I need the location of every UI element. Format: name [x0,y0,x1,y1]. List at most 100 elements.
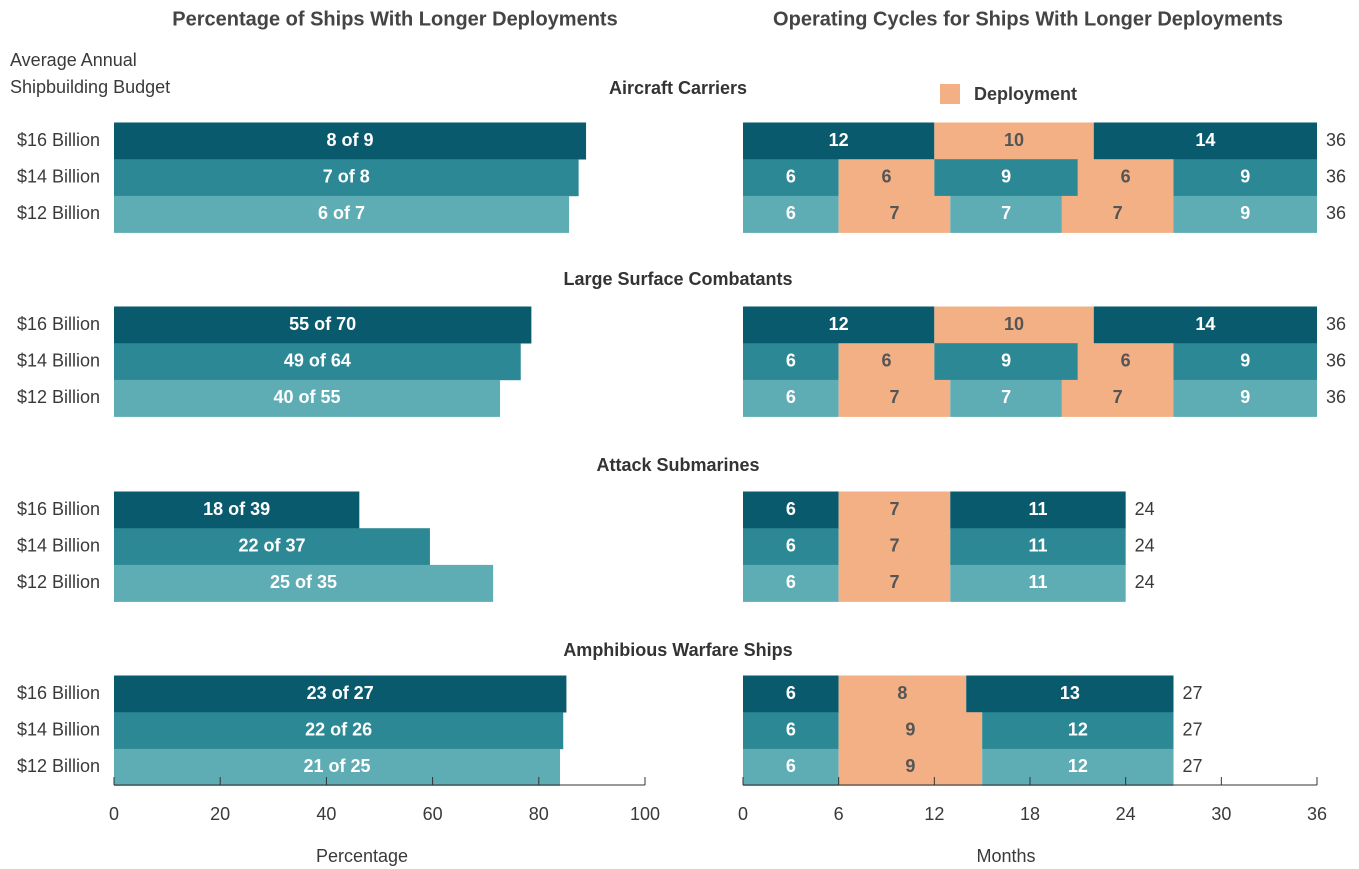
segment-label: 9 [1240,166,1250,186]
segment-label: 6 [786,350,796,370]
total-label: 24 [1135,572,1155,592]
y-tick-label: $16 Billion [17,683,100,703]
y-axis-label: Shipbuilding Budget [10,77,170,97]
x-tick-label: 60 [423,804,443,824]
segment-label: 6 [881,166,891,186]
segment [838,343,935,381]
segment-label: 8 [897,683,907,703]
segment-label: 7 [889,387,899,407]
group-title: Aircraft Carriers [609,78,747,98]
x-tick-label: 24 [1116,804,1136,824]
segment [1173,159,1317,197]
segment-label: 7 [889,499,899,519]
total-label: 27 [1183,719,1203,739]
segment [838,159,935,197]
segment [743,195,839,233]
value-label: 22 of 37 [238,535,305,555]
value-label: 23 of 27 [307,683,374,703]
y-tick-label: $12 Billion [17,756,100,776]
x-tick-label: 0 [109,804,119,824]
group-title: Large Surface Combatants [563,269,792,289]
segment [934,306,1094,344]
bar [114,675,567,713]
segment [743,159,839,197]
x-tick-label: 6 [834,804,844,824]
total-label: 36 [1326,314,1346,334]
total-label: 24 [1135,535,1155,555]
total-label: 27 [1183,683,1203,703]
segment [1173,195,1317,233]
segment-label: 6 [786,387,796,407]
total-label: 36 [1326,130,1346,150]
y-tick-label: $12 Billion [17,572,100,592]
x-tick-label: 36 [1307,804,1327,824]
segment [743,675,839,713]
segment [838,748,983,786]
segment-label: 9 [1240,387,1250,407]
y-tick-label: $14 Billion [17,535,100,555]
segment [838,491,951,529]
segment [966,675,1174,713]
segment-label: 6 [786,166,796,186]
segment [934,343,1078,381]
x-axis-label: Months [976,846,1035,866]
segment-label: 7 [889,535,899,555]
y-tick-label: $16 Billion [17,130,100,150]
segment-label: 7 [1001,387,1011,407]
x-tick-label: 20 [210,804,230,824]
segment-label: 7 [1001,203,1011,223]
segment-label: 12 [829,130,849,150]
segment-label: 7 [889,572,899,592]
segment [950,564,1126,602]
value-label: 25 of 35 [270,572,337,592]
x-axis-label: Percentage [316,846,408,866]
group-title: Amphibious Warfare Ships [563,640,792,660]
segment [838,379,951,417]
x-tick-label: 100 [630,804,660,824]
segment-label: 6 [786,499,796,519]
x-tick-label: 0 [738,804,748,824]
y-tick-label: $14 Billion [17,719,100,739]
segment [934,159,1078,197]
segment [838,712,983,750]
legend-label: Deployment [974,84,1077,104]
segment [838,528,951,566]
segment-label: 13 [1060,683,1080,703]
segment [950,491,1126,529]
x-tick-label: 30 [1211,804,1231,824]
right-title: Operating Cycles for Ships With Longer D… [773,8,1283,30]
value-label: 49 of 64 [284,350,351,370]
segment [743,306,935,344]
segment [743,712,839,750]
segment-label: 9 [905,719,915,739]
segment [1077,159,1174,197]
segment-label: 12 [1068,756,1088,776]
segment-label: 11 [1028,572,1047,592]
value-label: 6 of 7 [318,203,365,223]
segment [743,122,935,160]
segment-label: 7 [1113,387,1123,407]
y-tick-label: $14 Billion [17,350,100,370]
bar [114,379,501,417]
bar [114,159,579,197]
bar [114,491,360,529]
total-label: 27 [1183,756,1203,776]
bar [114,712,564,750]
bar [114,564,494,602]
segment-label: 7 [1113,203,1123,223]
segment-label: 7 [889,203,899,223]
y-tick-label: $16 Billion [17,499,100,519]
segment [1093,122,1317,160]
segment-label: 6 [786,756,796,776]
y-tick-label: $16 Billion [17,314,100,334]
segment-label: 10 [1004,314,1024,334]
x-tick-label: 40 [316,804,336,824]
segment-label: 6 [786,719,796,739]
total-label: 36 [1326,350,1346,370]
segment-label: 6 [786,535,796,555]
segment-label: 14 [1195,130,1215,150]
total-label: 36 [1326,166,1346,186]
segment [982,712,1174,750]
x-tick-label: 12 [924,804,944,824]
segment [1173,343,1317,381]
